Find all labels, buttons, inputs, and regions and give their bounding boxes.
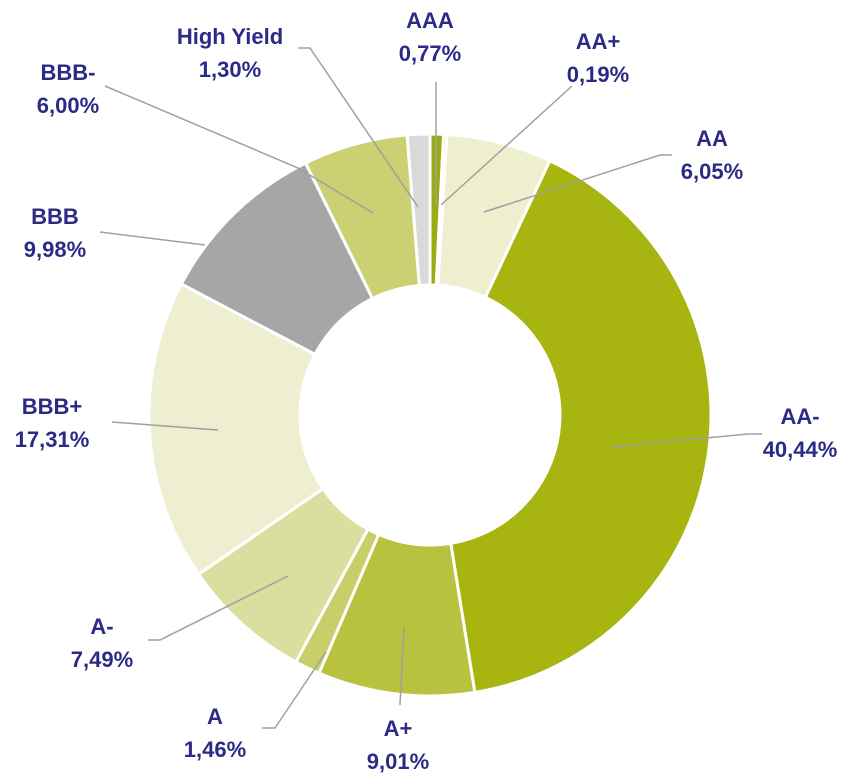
slice (449, 158, 713, 695)
value-label: 7,49% (71, 647, 133, 672)
slice-label: A- (90, 614, 113, 639)
slice-label: High Yield (177, 24, 283, 49)
value-label: 6,00% (37, 93, 99, 118)
value-label: 9,98% (24, 237, 86, 262)
leader-line (99, 231, 206, 246)
value-label: 6,05% (681, 159, 743, 184)
slice-label: AA (696, 126, 728, 151)
leader-line (104, 85, 374, 214)
value-label: 40,44% (763, 437, 838, 462)
slice-label: BBB (31, 204, 79, 229)
slice (405, 132, 432, 288)
slice-label: AA- (780, 404, 819, 429)
slice-label: BBB+ (22, 394, 83, 419)
slice-label: AAA (406, 8, 454, 33)
value-label: 1,46% (184, 737, 246, 762)
value-label: 9,01% (367, 749, 429, 774)
slice-label: AA+ (576, 29, 621, 54)
leader-line (611, 433, 762, 448)
slice-label: BBB- (41, 60, 96, 85)
value-label: 0,19% (567, 62, 629, 87)
slice (147, 281, 325, 577)
leader-line (111, 421, 219, 431)
slice-label: A (207, 704, 223, 729)
leader-line (483, 154, 672, 213)
leader-line (440, 85, 573, 206)
slice-label: A+ (384, 716, 413, 741)
value-label: 17,31% (15, 427, 90, 452)
leader-line (148, 575, 289, 641)
leader-line (262, 651, 327, 729)
leader-line (298, 47, 419, 208)
value-label: 0,77% (399, 41, 461, 66)
value-label: 1,30% (199, 57, 261, 82)
leader-line (399, 626, 405, 706)
